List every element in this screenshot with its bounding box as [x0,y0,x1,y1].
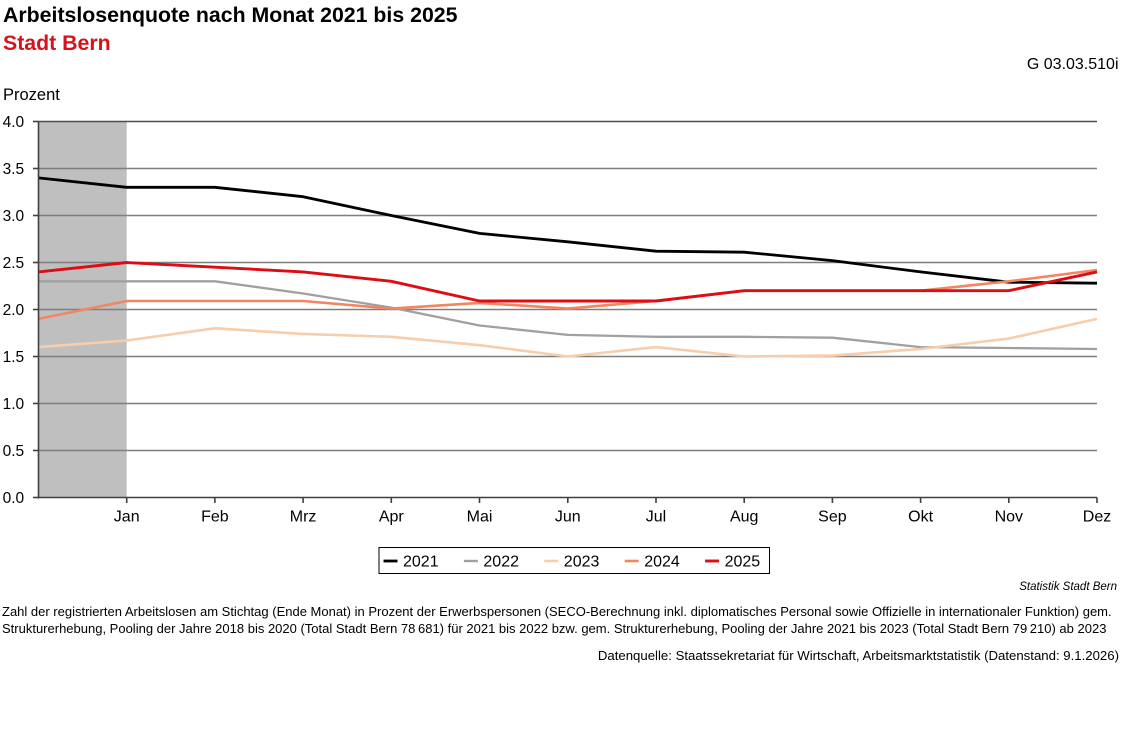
svg-text:Sep: Sep [818,509,847,526]
svg-text:2.5: 2.5 [3,255,25,272]
svg-text:Jul: Jul [646,509,666,526]
svg-text:Apr: Apr [379,509,405,526]
svg-text:Dez: Dez [1083,509,1111,526]
svg-text:2024: 2024 [644,554,680,571]
svg-text:3.5: 3.5 [3,161,25,178]
svg-text:Feb: Feb [201,509,229,526]
svg-text:Jan: Jan [114,509,140,526]
svg-text:2025: 2025 [725,554,761,571]
svg-text:2021: 2021 [403,554,439,571]
svg-text:1.0: 1.0 [3,396,25,413]
svg-text:0.0: 0.0 [3,490,25,507]
svg-text:Mai: Mai [467,509,493,526]
svg-text:Mrz: Mrz [290,509,317,526]
svg-text:4.0: 4.0 [3,114,25,131]
svg-text:1.5: 1.5 [3,349,25,366]
svg-text:Jun: Jun [555,509,581,526]
svg-text:2023: 2023 [564,554,600,571]
svg-text:3.0: 3.0 [3,208,25,225]
svg-text:0.5: 0.5 [3,443,25,460]
svg-text:Nov: Nov [995,509,1023,526]
svg-text:2.0: 2.0 [3,302,25,319]
svg-text:2022: 2022 [483,554,519,571]
svg-text:Okt: Okt [908,509,933,526]
svg-text:Aug: Aug [730,509,758,526]
